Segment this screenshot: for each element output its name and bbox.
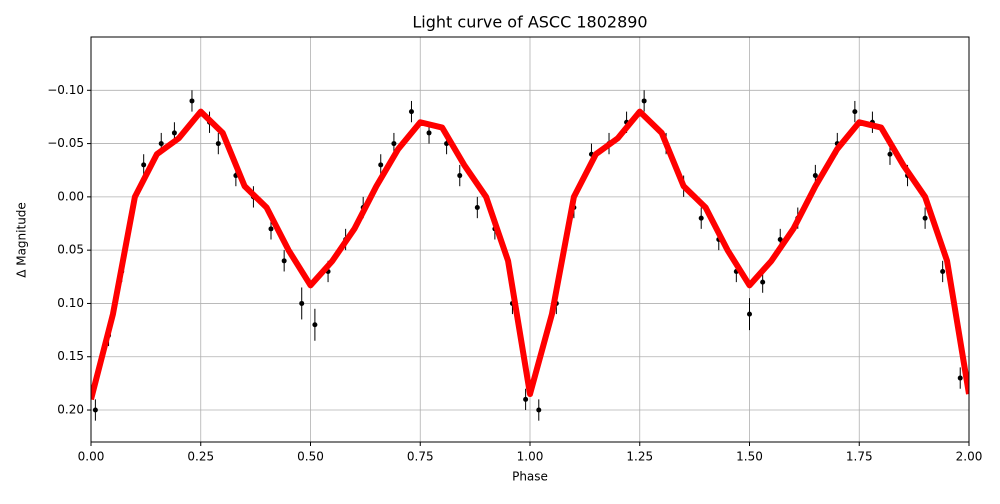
point [281,258,287,264]
point [887,151,893,157]
y-tick-label: 0.20 [57,403,84,417]
point [760,279,766,285]
error-point [215,132,221,155]
point [92,407,98,413]
x-tick-label: 1.00 [517,450,544,464]
error-point [299,287,305,320]
x-tick-label: 1.50 [736,450,763,464]
point [812,173,818,179]
error-point [189,90,195,112]
point [141,162,147,168]
x-axis-label: Phase [512,470,548,484]
error-point [312,308,318,341]
y-tick-label: −0.05 [47,136,84,150]
x-tick-label: 1.25 [626,450,653,464]
error-point [474,196,480,219]
fit-line [91,108,969,401]
point [523,396,529,402]
y-tick-label: 0.15 [57,349,84,363]
y-tick-label: −0.10 [47,83,84,97]
error-point [378,154,384,176]
point [268,226,274,232]
point [940,268,946,274]
point [777,237,783,242]
x-tick-label: 0.25 [187,450,214,464]
error-point [536,399,542,421]
point [408,109,414,115]
error-point [141,154,147,176]
point [215,141,221,147]
x-tick-label: 0.75 [407,450,434,464]
error-point [408,100,414,123]
point [391,141,397,147]
point [378,162,384,168]
point [852,109,858,115]
error-point [457,164,463,187]
y-tick-label: 0.05 [57,243,84,257]
point [189,98,195,104]
error-point [852,100,858,123]
point [922,215,928,221]
error-point [940,260,946,283]
y-tick-label: 0.00 [57,189,84,203]
point [171,130,177,136]
point [457,173,463,179]
point [698,215,704,221]
x-tick-label: 0.00 [78,450,105,464]
x-tick-label: 0.50 [297,450,324,464]
error-point [641,90,647,112]
point [957,375,963,381]
y-tick-label: 0.10 [57,296,84,310]
point [474,205,480,211]
y-axis-label: Δ Magnitude [15,202,29,278]
error-point [747,298,752,331]
point [312,322,318,328]
error-point [698,207,704,229]
point [299,300,305,306]
error-point [922,207,928,229]
error-point [92,399,98,421]
point [641,98,647,104]
error-point [281,250,287,272]
point [536,407,542,413]
x-tick-label: 2.00 [956,450,983,464]
point [747,311,752,317]
error-point [523,388,529,411]
error-point [957,367,963,389]
point [158,141,164,147]
x-tick-label: 1.75 [846,450,873,464]
plot-area [91,90,969,421]
point [426,130,432,136]
chart-title: Light curve of ASCC 1802890 [412,13,647,32]
plot-frame [90,36,970,443]
